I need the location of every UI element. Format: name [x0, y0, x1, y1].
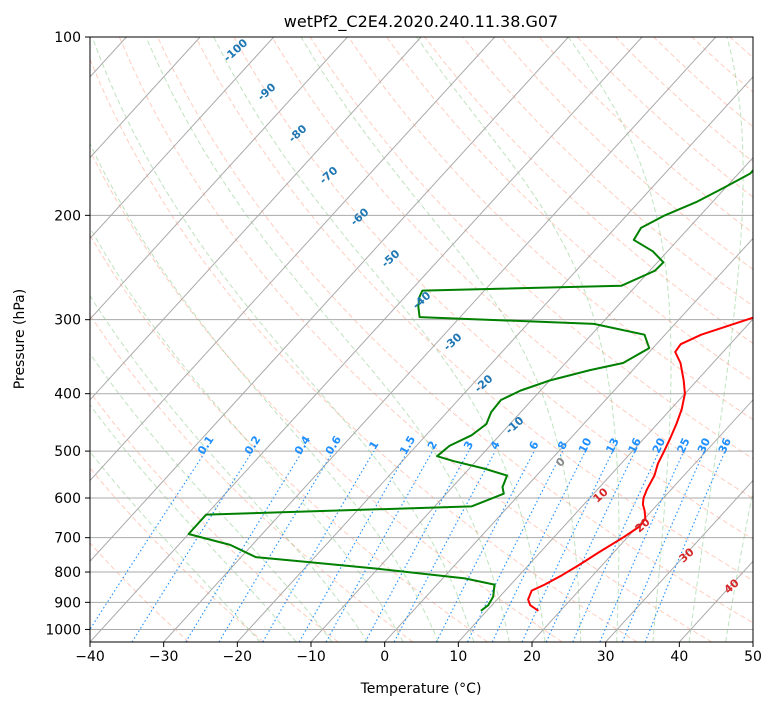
- mixing-ratio-line: [644, 450, 726, 642]
- x-tick-label: −20: [223, 649, 253, 665]
- dewpoint-profile: [187, 168, 753, 612]
- mixing-ratio-line: [185, 450, 304, 642]
- moist-adiabat: [567, 37, 672, 642]
- isotherm-line: [384, 237, 753, 642]
- mixing-ratio-label: 13: [603, 436, 621, 455]
- y-tick-label: 800: [54, 565, 81, 581]
- chart-title: wetPf2_C2E4.2020.240.11.38.G07: [284, 12, 558, 32]
- mixing-ratio-label: 10: [576, 435, 595, 455]
- isotherm-line: [90, 37, 496, 482]
- moist-adiabat: [90, 142, 439, 642]
- mixing-ratio-label: 30: [695, 436, 713, 456]
- isotherm-line: [90, 37, 422, 401]
- y-tick-label: 500: [54, 444, 81, 460]
- moist-adiabat: [145, 37, 510, 642]
- dry-adiabat: [157, 37, 753, 624]
- moist-adiabat: [213, 37, 546, 642]
- moist-adiabat: [725, 488, 753, 642]
- x-tick-label: 50: [744, 649, 762, 665]
- y-tick-label: 900: [54, 595, 81, 611]
- isotherm-line: [163, 37, 717, 642]
- mixing-ratio-label: 16: [626, 436, 645, 456]
- x-tick-label: 40: [670, 649, 688, 665]
- x-tick-label: 30: [597, 649, 615, 665]
- dry-adiabat: [195, 37, 753, 582]
- dry-adiabat: [90, 313, 414, 642]
- y-tick-label: 1000: [45, 622, 81, 638]
- y-tick-label: 100: [54, 30, 81, 46]
- x-tick-label: 10: [449, 649, 467, 665]
- y-tick-label: 700: [54, 531, 81, 547]
- x-tick-label: 0: [380, 649, 389, 665]
- x-tick-label: −40: [75, 649, 105, 665]
- x-tick-label: 20: [523, 649, 541, 665]
- mixing-ratio-label: 25: [675, 436, 693, 455]
- isotherm-line: [90, 37, 569, 563]
- isotherm-line: [90, 37, 643, 642]
- temperature-profile: [527, 316, 753, 612]
- isotherm-line: [90, 37, 201, 159]
- mixing-ratio-line: [131, 450, 254, 642]
- dry-adiabat: [424, 37, 753, 344]
- dry-adiabat: [90, 58, 638, 642]
- mixing-ratio-label: 20: [650, 436, 668, 456]
- mixing-ratio-line: [325, 450, 433, 642]
- y-axis-label: Pressure (hPa): [12, 289, 28, 389]
- moist-adiabat: [91, 37, 475, 642]
- dry-adiabat: [90, 149, 563, 642]
- mixing-ratio-line: [393, 450, 496, 642]
- isotherm-line: [310, 156, 753, 642]
- mixing-ratio-line: [364, 450, 470, 642]
- mixing-ratio-label: 36: [716, 436, 734, 456]
- moist-adiabat: [416, 37, 620, 642]
- dry-adiabat: [271, 37, 753, 500]
- isotherm-line: [605, 479, 753, 642]
- dry-adiabat: [309, 37, 753, 460]
- moist-adiabat: [300, 37, 582, 642]
- isotherm-line: [90, 37, 348, 320]
- y-tick-label: 400: [54, 387, 81, 403]
- moist-adiabat: [90, 294, 369, 642]
- x-axis-label: Temperature (°C): [360, 681, 482, 697]
- isotherm-line: [457, 318, 753, 642]
- moist-adiabat: [688, 37, 744, 642]
- mixing-ratio-line: [572, 450, 660, 642]
- mixing-ratio-line: [599, 450, 685, 642]
- background-lines: [90, 37, 753, 642]
- moist-adiabat: [90, 404, 297, 642]
- isotherm-line: [236, 76, 753, 642]
- x-axis: −40 −30 −20 −10 0 10 20 30 40 50: [75, 642, 762, 665]
- x-tick-label: −10: [296, 649, 326, 665]
- y-tick-label: 600: [54, 491, 81, 507]
- isotherm-line: [531, 399, 753, 642]
- y-tick-label: 200: [54, 208, 81, 224]
- y-tick-label: 300: [54, 313, 81, 329]
- x-tick-label: −30: [149, 649, 179, 665]
- dry-adiabat: [386, 37, 753, 382]
- profile-lines: [187, 168, 753, 612]
- isotherm-line: [90, 37, 275, 240]
- mixing-ratio-line: [90, 450, 207, 631]
- mixing-ratio-line: [467, 450, 564, 642]
- moist-adiabat: [90, 226, 404, 642]
- mixing-ratio-line: [621, 450, 705, 642]
- plot-frame: [89, 36, 754, 643]
- y-axis: 100 200 300 400 500 600 700 800 900 1000: [45, 30, 90, 638]
- moist-adiabat: [90, 450, 261, 642]
